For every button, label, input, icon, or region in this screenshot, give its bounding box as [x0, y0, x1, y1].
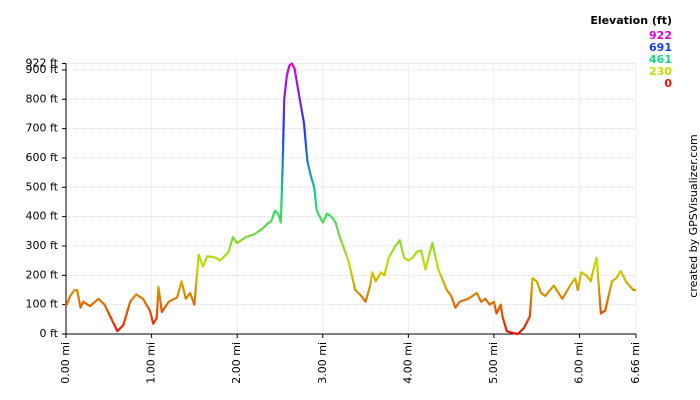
y-tick-label: 800 ft	[26, 92, 59, 105]
x-tick-label: 3.00 mi	[316, 342, 329, 384]
x-tick-label: 6.00 mi	[573, 342, 586, 384]
legend-value: 691	[649, 41, 672, 54]
credit: created by GPSVisualizer.com	[687, 134, 700, 297]
y-tick-label: 922 ft	[26, 57, 59, 70]
elevation-line	[64, 62, 636, 336]
legend-value: 230	[649, 65, 672, 78]
x-tick-label: 4.00 mi	[401, 342, 414, 384]
y-tick-label: 600 ft	[26, 151, 59, 164]
legend-value: 461	[649, 53, 672, 66]
x-tick-label: 6.66 mi	[629, 342, 642, 384]
legend-title: Elevation (ft)	[590, 14, 672, 27]
y-tick-label: 0 ft	[40, 327, 59, 340]
y-tick-label: 400 ft	[26, 210, 59, 223]
legend-value: 922	[649, 29, 672, 42]
x-tick-label: 0.00 mi	[59, 342, 72, 384]
y-tick-label: 300 ft	[26, 239, 59, 252]
y-tick-label: 900 ft	[26, 63, 59, 76]
x-tick-label: 1.00 mi	[145, 342, 158, 384]
x-tick-label: 5.00 mi	[487, 342, 500, 384]
y-tick-label: 500 ft	[26, 180, 59, 193]
x-tick-label: 2.00 mi	[230, 342, 243, 384]
y-tick-label: 700 ft	[26, 122, 59, 135]
y-tick-label: 100 ft	[26, 298, 59, 311]
legend-value: 0	[664, 77, 672, 90]
y-tick-label: 200 ft	[26, 268, 59, 281]
